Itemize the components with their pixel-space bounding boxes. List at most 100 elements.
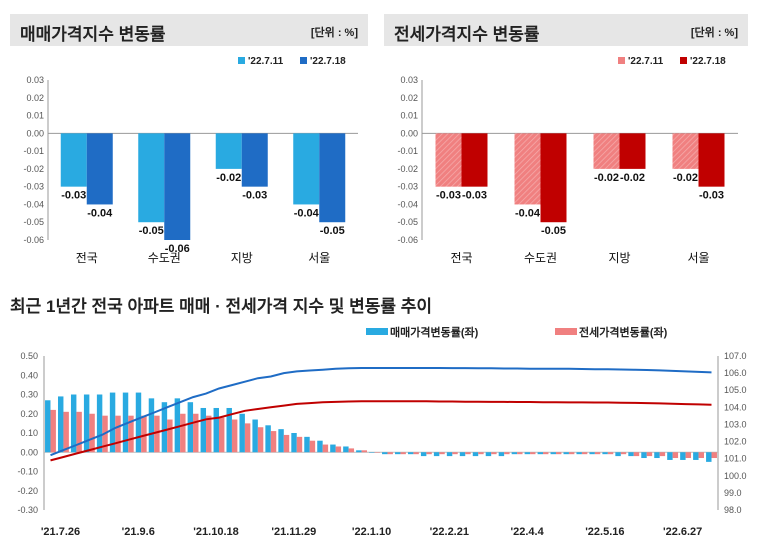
jeonse-bar-0-0 [435, 133, 462, 187]
trend-x-label-1: '21.9.6 [122, 526, 155, 538]
sale-ytick-label: -0.05 [23, 217, 44, 227]
sale-change-chart: '22.7.11 '22.7.18 0.03 0.02 0.01 0.00 -0.01 -0.… [23, 56, 358, 265]
trend-legend-label-0: 매매가격변동률(좌) [390, 325, 479, 339]
trend-bar-0-38 [537, 452, 544, 455]
trend-x-label-7: '22.5.16 [585, 526, 624, 538]
jeonse-data-label-1-0: -0.03 [462, 190, 487, 202]
sale-bar-1-3 [319, 133, 346, 223]
sale-data-label-1-2: -0.03 [242, 190, 267, 202]
trend-bar-1-39 [555, 452, 562, 455]
trend-bar-1-12 [206, 415, 212, 453]
trend-bar-0-32 [459, 452, 466, 457]
trend-bar-1-19 [296, 436, 303, 453]
trend-bar-1-47 [659, 452, 666, 457]
jeonse-data-label-1-2: -0.02 [620, 172, 645, 184]
trend-bar-0-7 [135, 392, 142, 453]
sale-legend-swatch-0 [238, 57, 245, 64]
trend-legend-swatch-0 [366, 328, 388, 335]
trend-bar-1-3 [89, 413, 95, 453]
jeonse-data-label-0-2: -0.02 [594, 172, 619, 184]
trend-legend-label-1: 전세가격변동률(좌) [579, 325, 668, 339]
sale-ytick-label: 0.03 [26, 75, 44, 85]
jeonse-bar-1-3 [698, 133, 725, 187]
sale-data-label-1-1: -0.06 [165, 243, 190, 255]
sale-ytick-label: -0.03 [23, 182, 44, 192]
trend-bar-1-25 [374, 452, 380, 453]
jeonse-chart-title: 전세가격지수 변동률 [394, 25, 540, 44]
trend-left-tick-label: -0.20 [17, 486, 38, 496]
jeonse-ytick-label: 0.00 [400, 128, 418, 138]
jeonse-data-label-1-3: -0.03 [699, 190, 724, 202]
trend-bar-0-24 [356, 450, 362, 453]
trend-bar-1-2 [76, 411, 82, 453]
trend-bar-1-33 [478, 452, 484, 455]
trend-bar-0-41 [576, 452, 582, 455]
trend-bar-1-9 [167, 419, 173, 453]
trend-bar-0-33 [472, 452, 479, 457]
trend-bar-0-13 [213, 407, 219, 453]
trend-bar-0-34 [485, 452, 492, 457]
trend-bar-1-17 [270, 431, 277, 453]
trend-left-tick-label: 0.20 [20, 409, 38, 419]
trend-bar-0-28 [407, 452, 414, 455]
trend-bar-1-21 [322, 444, 329, 453]
trend-right-tick-label: 107.0 [724, 351, 747, 361]
trend-bar-1-15 [244, 423, 251, 453]
trend-line-0 [50, 367, 712, 457]
trend-bar-1-51 [711, 452, 717, 459]
trend-bar-0-40 [563, 452, 569, 455]
sale-category-label-0: 전국 [76, 251, 98, 265]
trend-bar-1-24 [361, 450, 368, 453]
trend-right-tick-label: 102.0 [724, 437, 747, 447]
trend-bar-0-37 [524, 452, 531, 455]
trend-bar-1-10 [180, 413, 186, 453]
trend-left-tick-label: 0.00 [20, 447, 38, 457]
trend-x-label-8: '22.6.27 [663, 526, 702, 538]
jeonse-data-label-1-1: -0.05 [541, 225, 566, 237]
sale-bar-1-2 [241, 133, 268, 187]
trend-bar-0-3 [83, 394, 90, 453]
trend-bar-1-28 [413, 452, 419, 455]
trend-bar-0-22 [330, 444, 336, 453]
trend-bar-0-19 [291, 433, 297, 453]
trend-left-tick-label: -0.10 [17, 467, 38, 477]
trend-x-label-4: '22.1.10 [352, 526, 391, 538]
jeonse-legend-swatch-1 [680, 57, 687, 64]
sale-legend-label-1: '22.7.18 [310, 56, 346, 67]
jeonse-ytick-label: 0.01 [400, 111, 418, 121]
jeonse-category-label-2: 지방 [608, 251, 630, 265]
trend-bar-0-20 [304, 436, 310, 453]
trend-bar-1-44 [620, 452, 627, 455]
sale-ytick-label: 0.01 [26, 111, 44, 121]
trend-bar-0-48 [667, 452, 673, 460]
trend-bar-0-23 [343, 446, 349, 453]
trend-bar-1-0 [50, 409, 56, 453]
jeonse-ytick-label: -0.01 [397, 146, 418, 156]
jeonse-legend-label-0: '22.7.11 [628, 56, 664, 67]
trend-left-tick-label: 0.40 [20, 370, 38, 380]
sale-bar-0-2 [215, 133, 242, 169]
jeonse-bar-0-3 [672, 133, 699, 169]
jeonse-panel-header: 전세가격지수 변동률 [단위 : %] [384, 14, 748, 46]
trend-right-tick-label: 101.0 [724, 454, 747, 464]
trend-line-1 [50, 400, 712, 462]
trend-left-tick-label: 0.10 [20, 428, 38, 438]
trend-legend-swatch-1 [555, 328, 577, 335]
trend-right-tick-label: 98.0 [724, 505, 742, 515]
sale-ytick-label: -0.02 [23, 164, 44, 174]
trend-bar-0-36 [511, 452, 518, 455]
trend-bar-0-39 [550, 452, 556, 455]
sale-bar-0-1 [138, 133, 165, 223]
jeonse-bar-1-1 [540, 133, 567, 223]
trend-bar-0-21 [317, 440, 323, 453]
trend-bar-1-18 [283, 434, 290, 453]
trend-bar-1-23 [348, 448, 355, 453]
trend-right-tick-label: 104.0 [724, 402, 747, 412]
sale-data-label-0-0: -0.03 [61, 190, 86, 202]
trend-bar-0-30 [433, 452, 440, 457]
trend-bar-1-16 [257, 427, 264, 453]
trend-bar-1-14 [231, 419, 238, 453]
jeonse-category-label-3: 서울 [687, 251, 709, 265]
jeonse-ytick-label: -0.03 [397, 182, 418, 192]
trend-bar-1-32 [465, 452, 471, 455]
